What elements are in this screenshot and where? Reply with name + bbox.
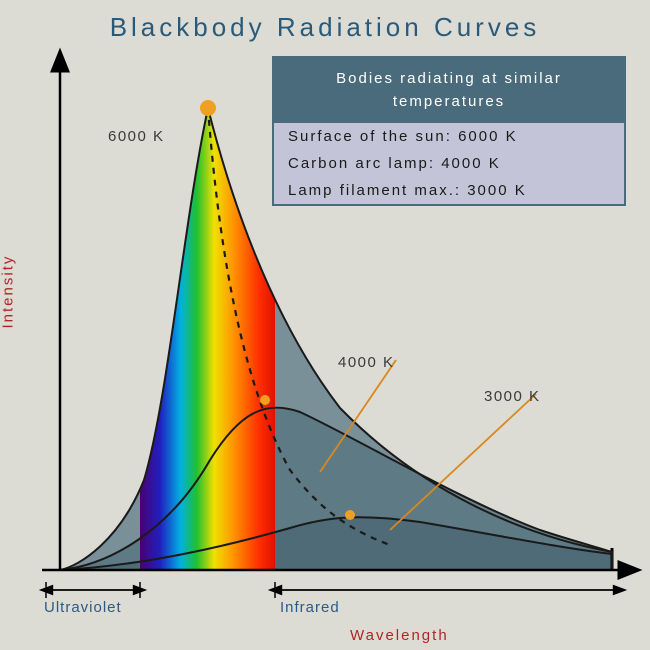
info-box-row: Surface of the sun: 6000 K xyxy=(274,123,624,150)
info-box-row: Lamp filament max.: 3000 K xyxy=(274,177,624,204)
ir-segment-label: Infrared xyxy=(280,599,340,616)
info-box-row: Carbon arc lamp: 4000 K xyxy=(274,150,624,177)
uv-segment-label: Ultraviolet xyxy=(44,599,122,616)
blackbody-chart: Blackbody Radiation Curves xyxy=(0,0,650,650)
temp-label: 6000 K xyxy=(108,128,165,145)
temp-label: 4000 K xyxy=(338,354,395,371)
info-box-header: Bodies radiating at similar temperatures xyxy=(274,58,624,123)
y-axis-label: Intensity xyxy=(0,255,17,329)
temp-label: 3000 K xyxy=(484,388,541,405)
info-box: Bodies radiating at similar temperatures… xyxy=(272,56,626,206)
x-axis-label: Wavelength xyxy=(350,627,449,644)
